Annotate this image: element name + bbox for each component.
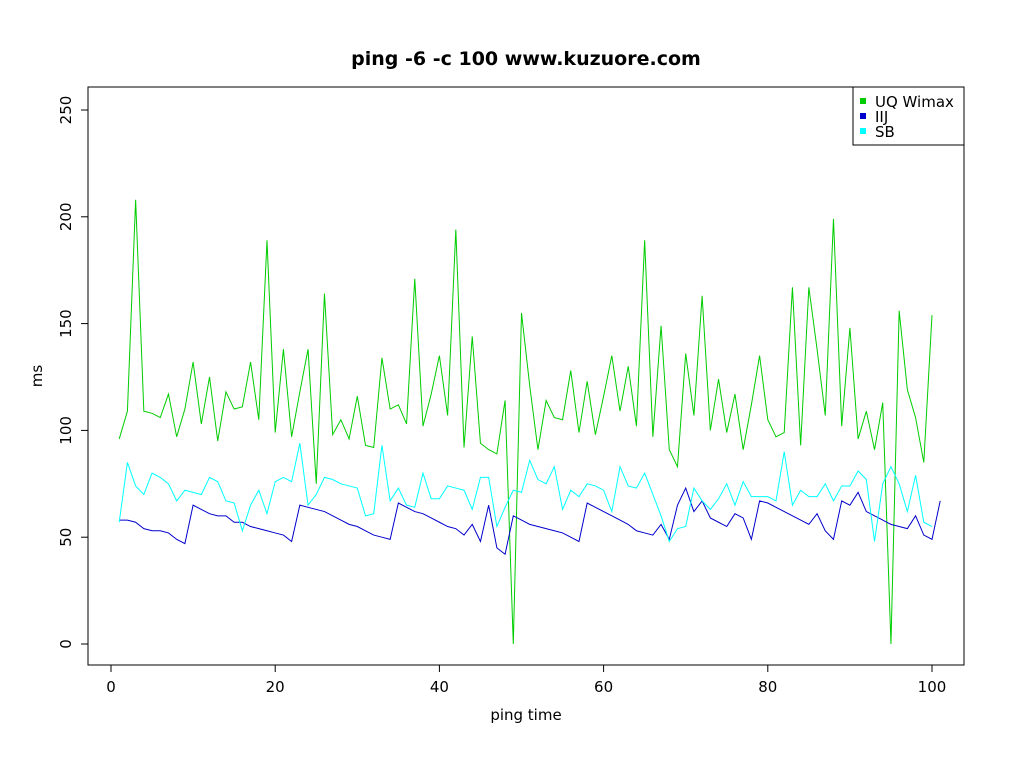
x-axis: 0 20 40 60 80 100 bbox=[106, 664, 947, 696]
legend-label-uq-wimax: UQ Wimax bbox=[875, 93, 954, 111]
y-tick-label: 100 bbox=[57, 416, 75, 445]
legend-label-sb: SB bbox=[875, 123, 895, 141]
x-axis-label: ping time bbox=[490, 706, 561, 724]
x-tick-label: 40 bbox=[430, 678, 449, 696]
series-layer bbox=[118, 199, 941, 645]
y-axis: 0 50 100 150 200 250 bbox=[57, 96, 89, 649]
y-tick-label: 250 bbox=[57, 96, 75, 125]
legend-swatch-sb bbox=[860, 128, 866, 134]
series-line-iij bbox=[119, 486, 941, 556]
x-tick-label: 80 bbox=[758, 678, 777, 696]
chart-title: ping -6 -c 100 www.kuzuore.com bbox=[351, 48, 701, 70]
y-tick-label: 150 bbox=[57, 309, 75, 338]
x-tick-label: 100 bbox=[918, 678, 947, 696]
legend-item-iij: IIJ bbox=[860, 108, 888, 126]
y-tick-label: 200 bbox=[57, 202, 75, 231]
legend: UQ Wimax IIJ SB bbox=[852, 86, 965, 146]
plot-frame bbox=[87, 86, 965, 666]
legend-swatch-uq-wimax bbox=[860, 98, 866, 104]
x-tick-label: 0 bbox=[106, 678, 116, 696]
legend-box bbox=[852, 86, 965, 146]
legend-swatch-iij bbox=[860, 113, 866, 119]
x-tick-label: 60 bbox=[594, 678, 613, 696]
y-axis-label: ms bbox=[28, 365, 46, 388]
legend-item-uq-wimax: UQ Wimax bbox=[860, 93, 954, 111]
y-tick-label: 50 bbox=[57, 528, 75, 547]
x-tick-label: 20 bbox=[266, 678, 285, 696]
legend-label-iij: IIJ bbox=[875, 108, 888, 126]
series-line-uq-wimax bbox=[118, 199, 933, 645]
series-line-sb bbox=[118, 443, 933, 543]
legend-item-sb: SB bbox=[860, 123, 895, 141]
y-tick-label: 0 bbox=[57, 639, 75, 649]
